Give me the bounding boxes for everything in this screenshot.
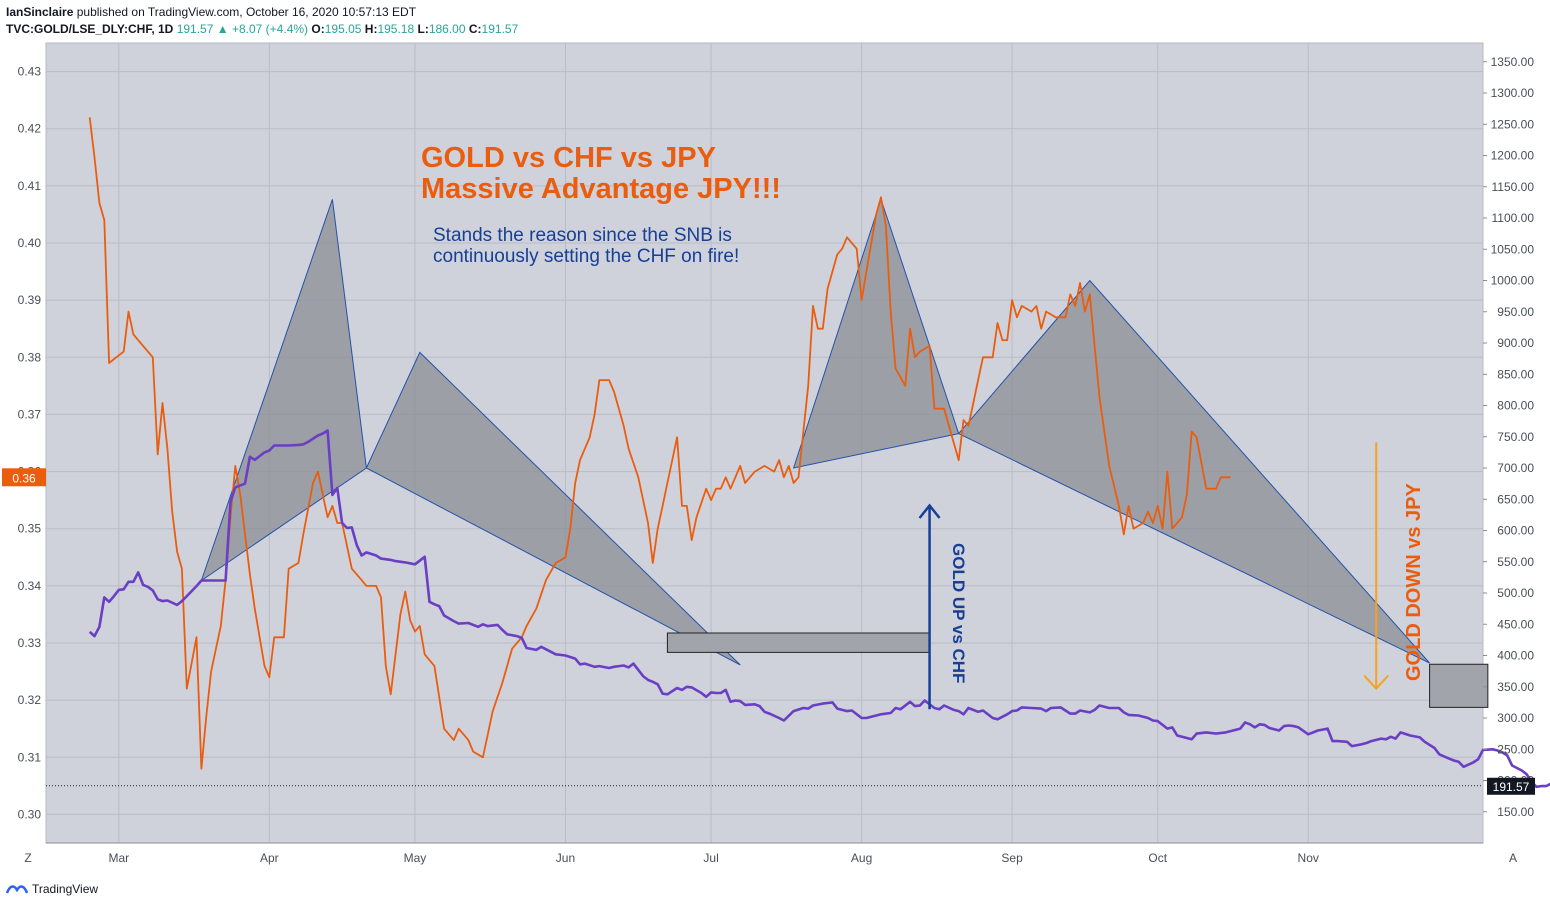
axes: 0.43 0.42 0.41 0.40 0.39 0.38 0.37 0.36 0.35 0.34… xyxy=(2,55,1535,865)
low-label: L: xyxy=(417,22,429,36)
left-axis-tick: 0.35 xyxy=(18,522,42,536)
right-axis-tick: 400.00 xyxy=(1497,649,1534,663)
symbol-legend: TVC:GOLD/LSE_DLY:CHF, 1D 191.57 ▲ +8.07 … xyxy=(6,22,518,36)
left-axis-tick: 0.34 xyxy=(18,579,42,593)
x-axis-tick: Mar xyxy=(108,851,129,865)
right-axis-tick: 550.00 xyxy=(1497,555,1534,569)
right-axis-tick: 1200.00 xyxy=(1491,149,1535,163)
right-axis-tick: 150.00 xyxy=(1497,805,1534,819)
right-axis-tick: 750.00 xyxy=(1497,430,1534,444)
left-axis-tick: 0.31 xyxy=(18,750,42,764)
subtitle-line-1[interactable]: Stands the reason since the SNB is xyxy=(433,225,732,246)
footer: TradingView xyxy=(6,882,98,896)
right-axis-tick: 1150.00 xyxy=(1492,180,1535,194)
x-axis-tick: Jun xyxy=(556,851,575,865)
left-axis-tick: 0.42 xyxy=(18,122,42,136)
tradingview-logo-icon[interactable] xyxy=(6,883,28,895)
publish-text: published on TradingView.com, October 16… xyxy=(76,5,417,19)
left-axis-tick: 0.32 xyxy=(18,693,42,707)
right-axis-tick: 1300.00 xyxy=(1491,86,1535,100)
x-axis-tick: Nov xyxy=(1298,851,1319,865)
change-arrow: ▲ xyxy=(216,22,229,36)
subtitle-line-2[interactable]: continuously setting the CHF on fire! xyxy=(433,246,739,267)
left-axis-tick: 0.43 xyxy=(18,65,42,79)
left-current-text: 0.36 xyxy=(12,471,36,485)
title-line-2[interactable]: Massive Advantage JPY!!! xyxy=(421,173,781,205)
right-axis-tick: 500.00 xyxy=(1497,586,1534,600)
gold-up-label[interactable]: GOLD UP vs CHF xyxy=(949,543,968,683)
change-value: +8.07 (+4.4%) xyxy=(231,22,309,36)
current-price-text: 191.57 xyxy=(1493,780,1530,794)
gold-down-label[interactable]: GOLD DOWN vs JPY xyxy=(1403,483,1425,681)
corner-right: A xyxy=(1509,851,1517,865)
left-axis-tick: 0.33 xyxy=(18,636,42,650)
x-axis-tick: Aug xyxy=(851,851,872,865)
x-axis-tick: Jul xyxy=(703,851,718,865)
right-axis-tick: 850.00 xyxy=(1497,367,1534,381)
drawn-patterns[interactable] xyxy=(200,197,1430,666)
left-axis-tick: 0.38 xyxy=(18,350,42,364)
low-value: 186.00 xyxy=(428,22,466,36)
close-label: C: xyxy=(468,22,482,36)
purple-series-line xyxy=(88,429,1550,789)
right-axis-tick: 600.00 xyxy=(1497,524,1534,538)
right-axis-tick: 250.00 xyxy=(1497,742,1534,756)
left-axis-tick: 0.30 xyxy=(18,807,42,821)
right-axis-tick: 300.00 xyxy=(1497,711,1534,725)
right-axis-tick: 700.00 xyxy=(1497,461,1534,475)
symbol-label[interactable]: TVC:GOLD/LSE_DLY:CHF, 1D xyxy=(6,22,174,36)
right-axis-tick: 1100.00 xyxy=(1492,211,1535,225)
right-axis-tick: 950.00 xyxy=(1497,305,1534,319)
pattern-2-leg-b xyxy=(957,279,1430,664)
down-arrow-head xyxy=(1363,674,1389,691)
author-name[interactable]: IanSinclaire xyxy=(6,5,74,19)
open-value: 195.05 xyxy=(324,22,362,36)
corner-left: Z xyxy=(24,851,31,865)
last-price: 191.57 xyxy=(176,22,214,36)
up-arrow-head xyxy=(918,503,941,519)
left-axis-tick: 0.37 xyxy=(18,407,42,421)
orange-series-line xyxy=(88,117,1231,770)
right-axis-tick: 800.00 xyxy=(1497,399,1534,413)
x-axis-tick: Sep xyxy=(1001,851,1023,865)
right-axis-tick: 650.00 xyxy=(1497,492,1534,506)
right-axis-tick: 1000.00 xyxy=(1491,274,1535,288)
right-axis-tick: 1350.00 xyxy=(1491,55,1535,69)
x-axis-tick: Oct xyxy=(1148,851,1167,865)
high-label: H: xyxy=(364,22,378,36)
right-axis-tick: 900.00 xyxy=(1497,336,1534,350)
right-axis-tick: 1050.00 xyxy=(1491,242,1535,256)
left-current-badge xyxy=(2,468,46,487)
close-value: 191.57 xyxy=(481,22,519,36)
left-axis-tick: 0.40 xyxy=(18,236,42,250)
current-price-badge xyxy=(1487,777,1535,795)
title-line-1[interactable]: GOLD vs CHF vs JPY xyxy=(421,142,716,174)
series-lines[interactable] xyxy=(46,117,1550,789)
publish-info: IanSinclaire published on TradingView.co… xyxy=(6,5,416,19)
high-value: 195.18 xyxy=(377,22,415,36)
pattern-2-leg-a xyxy=(792,197,960,469)
right-axis-tick: 1250.00 xyxy=(1491,117,1535,131)
x-axis-tick: Apr xyxy=(260,851,279,865)
right-axis-tick: 350.00 xyxy=(1497,680,1534,694)
x-axis-tick: May xyxy=(404,851,427,865)
range-box-1 xyxy=(666,632,931,653)
brand-name[interactable]: TradingView xyxy=(32,882,99,896)
left-axis-tick: 0.41 xyxy=(18,179,42,193)
open-label: O: xyxy=(311,22,325,36)
drawings[interactable] xyxy=(666,442,1489,710)
right-axis-tick: 450.00 xyxy=(1497,617,1534,631)
range-box-2 xyxy=(1429,663,1489,708)
left-axis-tick: 0.39 xyxy=(18,293,42,307)
